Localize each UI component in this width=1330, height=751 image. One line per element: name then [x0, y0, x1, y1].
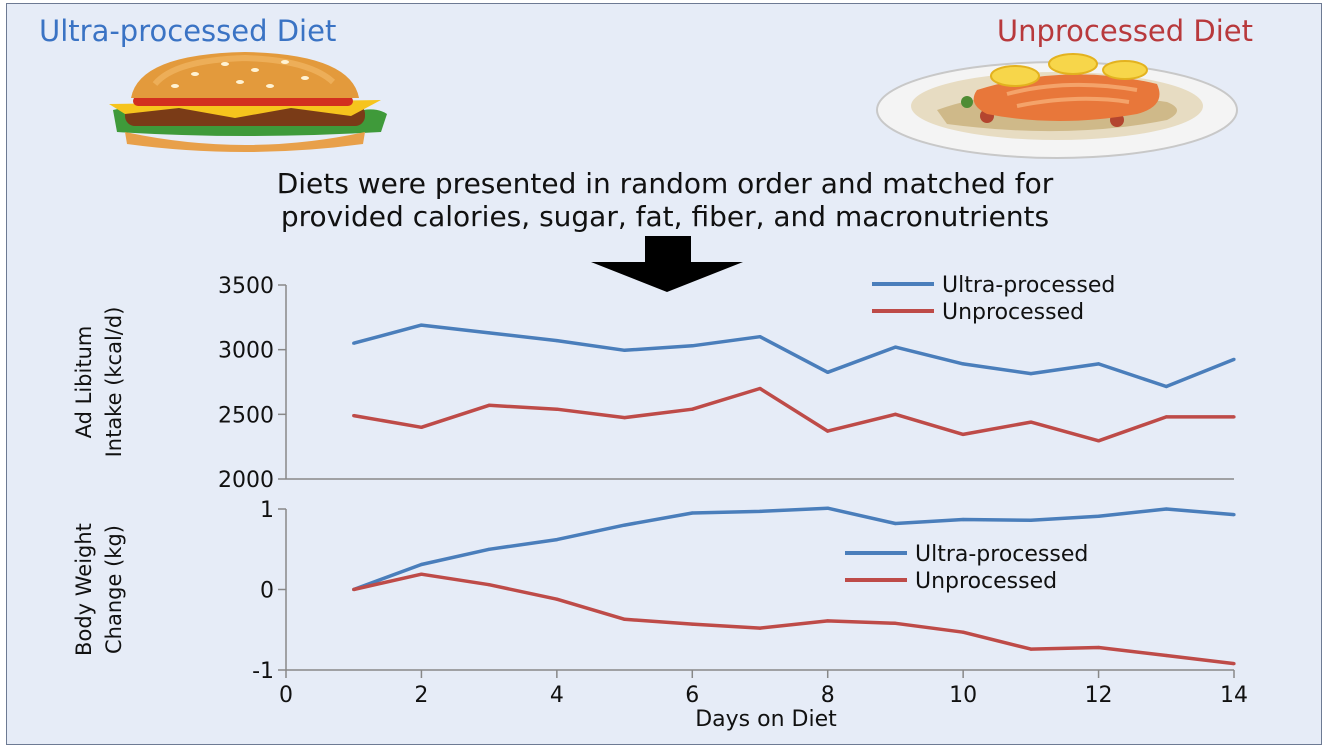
data-point: [1232, 513, 1236, 517]
x-tick-label: 8: [821, 683, 835, 708]
data-point: [758, 386, 762, 391]
days-axis: 0 2 4 6 8 10 12 14 Days on Diet: [279, 478, 1248, 732]
data-point: [352, 414, 356, 418]
data-point: [1164, 507, 1168, 511]
data-point: [1097, 514, 1101, 518]
salmon-plate-icon: [876, 53, 1238, 159]
legend-label: Ultra-processed: [942, 273, 1115, 298]
series-line: [353, 323, 1235, 389]
data-point: [690, 407, 694, 411]
data-point: [419, 425, 423, 429]
data-point: [893, 345, 898, 349]
data-point: [1164, 384, 1168, 389]
data-point: [961, 432, 965, 436]
data-point: [555, 339, 559, 343]
data-point: [690, 344, 694, 348]
data-point: [623, 348, 627, 352]
data-point: [487, 331, 491, 335]
data-point: [487, 583, 491, 587]
data-point: [487, 547, 491, 551]
down-arrow-icon: [591, 236, 743, 292]
data-point: [893, 412, 898, 416]
note-line-1: Diets were presented in random order and…: [276, 167, 1054, 200]
data-point: [961, 362, 965, 366]
x-tick-label: 6: [685, 683, 699, 708]
data-point: [690, 622, 694, 626]
data-point: [893, 521, 898, 526]
data-point: [1232, 662, 1236, 666]
y-tick-label: 2500: [218, 403, 274, 428]
x-tick-label: 12: [1085, 683, 1113, 708]
y-tick-label: 1: [260, 498, 274, 523]
data-point: [758, 626, 762, 630]
y-axis-label: Intake (kcal/d): [102, 307, 126, 458]
series-line: [353, 572, 1235, 666]
y-axis-label: Body Weight: [72, 523, 96, 656]
data-point: [758, 509, 762, 513]
data-point: [826, 370, 830, 374]
y-tick-label: 3500: [218, 274, 274, 299]
series-line: [353, 506, 1235, 592]
x-tick-label: 14: [1220, 683, 1248, 708]
data-point: [1029, 647, 1033, 651]
data-point: [1097, 645, 1101, 650]
data-point: [826, 429, 830, 433]
data-point: [352, 341, 356, 345]
data-point: [961, 517, 965, 522]
data-point: [1164, 653, 1168, 658]
data-point: [758, 335, 762, 339]
data-point: [826, 619, 830, 623]
y-tick-label: 3000: [218, 339, 274, 364]
data-point: [1029, 420, 1033, 424]
unprocessed-title: Unprocessed Diet: [996, 14, 1253, 48]
data-point: [1097, 362, 1101, 366]
y-axis-label: Change (kg): [102, 525, 126, 654]
data-point: [1097, 439, 1101, 443]
data-point: [555, 538, 559, 542]
data-point: [623, 416, 627, 420]
data-point: [1164, 415, 1168, 419]
series-line: [353, 386, 1234, 443]
data-point: [961, 630, 965, 634]
data-point: [419, 562, 423, 567]
y-tick-label: -1: [252, 659, 274, 684]
data-point: [623, 617, 627, 621]
data-point: [826, 506, 830, 510]
data-point: [419, 323, 423, 327]
x-tick-label: 10: [949, 683, 977, 708]
note-line-2: provided calories, sugar, fat, fiber, an…: [280, 200, 1050, 233]
data-point: [690, 511, 694, 515]
data-point: [555, 407, 559, 411]
legend-label: Unprocessed: [942, 300, 1084, 325]
data-point: [1029, 372, 1033, 376]
charts: 3500 3000 2500 2000 Ad Libitum Intake (kcal/d…: [72, 273, 1248, 732]
ultra-processed-title: Ultra-processed Diet: [39, 14, 337, 48]
x-axis-label: Days on Diet: [695, 707, 837, 732]
weight-change-plot: 1 0 -1 Body Weight Change (kg) Ultra-processe…: [72, 498, 1236, 684]
x-tick-label: 4: [550, 683, 564, 708]
data-point: [419, 572, 423, 576]
data-point: [487, 403, 491, 407]
y-tick-label: 0: [260, 579, 274, 604]
data-point: [1232, 357, 1236, 361]
data-point: [623, 523, 627, 527]
intake-plot: 3500 3000 2500 2000 Ad Libitum Intake (kcal/d…: [72, 273, 1236, 493]
data-point: [352, 587, 356, 592]
y-axis-label: Ad Libitum: [72, 326, 96, 439]
data-point: [1232, 415, 1236, 419]
x-tick-label: 2: [414, 683, 428, 708]
figure-frame: Ultra-processed Diet Unprocessed Diet: [6, 3, 1322, 745]
burger-icon: [109, 52, 387, 152]
data-point: [1029, 518, 1033, 522]
data-point: [893, 621, 898, 625]
data-point: [555, 597, 559, 601]
y-tick-label: 2000: [218, 468, 274, 493]
x-tick-label: 0: [279, 683, 293, 708]
legend-label: Ultra-processed: [915, 542, 1088, 567]
legend-label: Unprocessed: [915, 569, 1057, 594]
